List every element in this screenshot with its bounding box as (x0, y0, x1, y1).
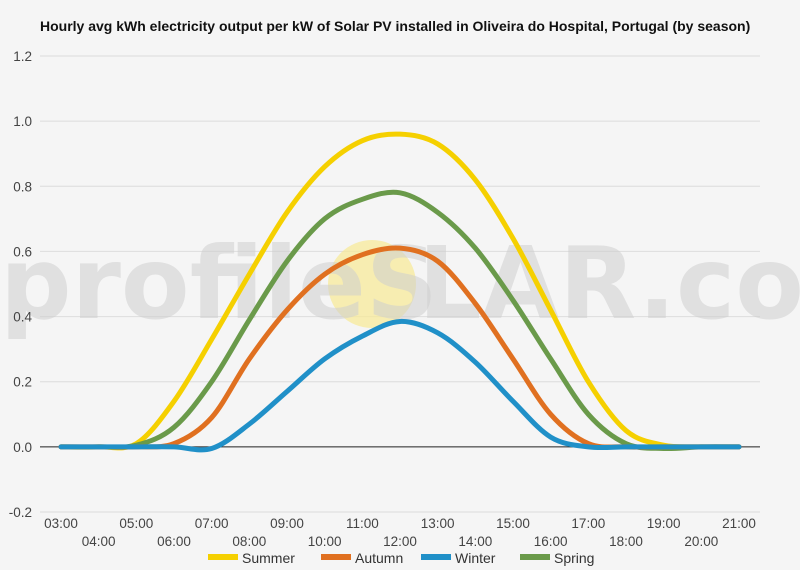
x-tick-label: 07:00 (195, 516, 229, 531)
x-tick-label: 04:00 (82, 534, 116, 549)
x-tick-label: 12:00 (383, 534, 417, 549)
y-tick-label: 0.2 (13, 375, 32, 390)
x-tick-label: 11:00 (346, 516, 379, 531)
x-tick-label: 13:00 (421, 516, 455, 531)
y-tick-label: 1.2 (13, 49, 32, 64)
series-line-summer (58, 131, 742, 451)
chart-title: Hourly avg kWh electricity output per kW… (40, 18, 751, 34)
x-tick-label: 03:00 (44, 516, 78, 531)
legend: Summer Autumn Winter Spring (208, 550, 594, 566)
series-line-winter (58, 318, 742, 453)
x-tick-label: 18:00 (609, 534, 643, 549)
x-tick-label: 05:00 (119, 516, 153, 531)
legend-swatch (520, 554, 550, 560)
x-tick-label: 19:00 (647, 516, 681, 531)
legend-item-autumn: Autumn (321, 550, 403, 566)
x-tick-label: 14:00 (458, 534, 492, 549)
legend-label: Winter (455, 550, 496, 566)
y-tick-label: 0.6 (13, 244, 32, 259)
x-tick-label: 09:00 (270, 516, 304, 531)
x-tick-label: 15:00 (496, 516, 530, 531)
legend-item-spring: Spring (520, 550, 594, 566)
legend-swatch (421, 554, 451, 560)
x-tick-label: 16:00 (534, 534, 568, 549)
legend-item-winter: Winter (421, 550, 496, 566)
legend-label: Spring (554, 550, 594, 566)
legend-swatch (208, 554, 238, 560)
y-tick-label: 0.0 (13, 440, 32, 455)
y-tick-label: 0.4 (13, 310, 32, 325)
y-tick-label: 0.8 (13, 179, 32, 194)
x-tick-label: 08:00 (232, 534, 266, 549)
x-tick-label: 17:00 (571, 516, 605, 531)
series-line-spring (58, 189, 742, 452)
legend-item-summer: Summer (208, 550, 295, 566)
legend-label: Autumn (355, 550, 403, 566)
x-tick-label: 10:00 (308, 534, 342, 549)
legend-swatch (321, 554, 351, 560)
y-tick-label: 1.0 (13, 114, 32, 129)
y-tick-label: -0.2 (9, 505, 32, 520)
watermark-text: LAR.com (418, 225, 800, 342)
x-tick-label: 06:00 (157, 534, 191, 549)
legend-label: Summer (242, 550, 295, 566)
series-group (58, 131, 742, 453)
x-tick-label: 21:00 (722, 516, 756, 531)
x-tick-label: 20:00 (684, 534, 718, 549)
y-axis: -0.2 0.0 0.2 0.4 0.6 0.8 1.0 1.2 (9, 49, 33, 520)
